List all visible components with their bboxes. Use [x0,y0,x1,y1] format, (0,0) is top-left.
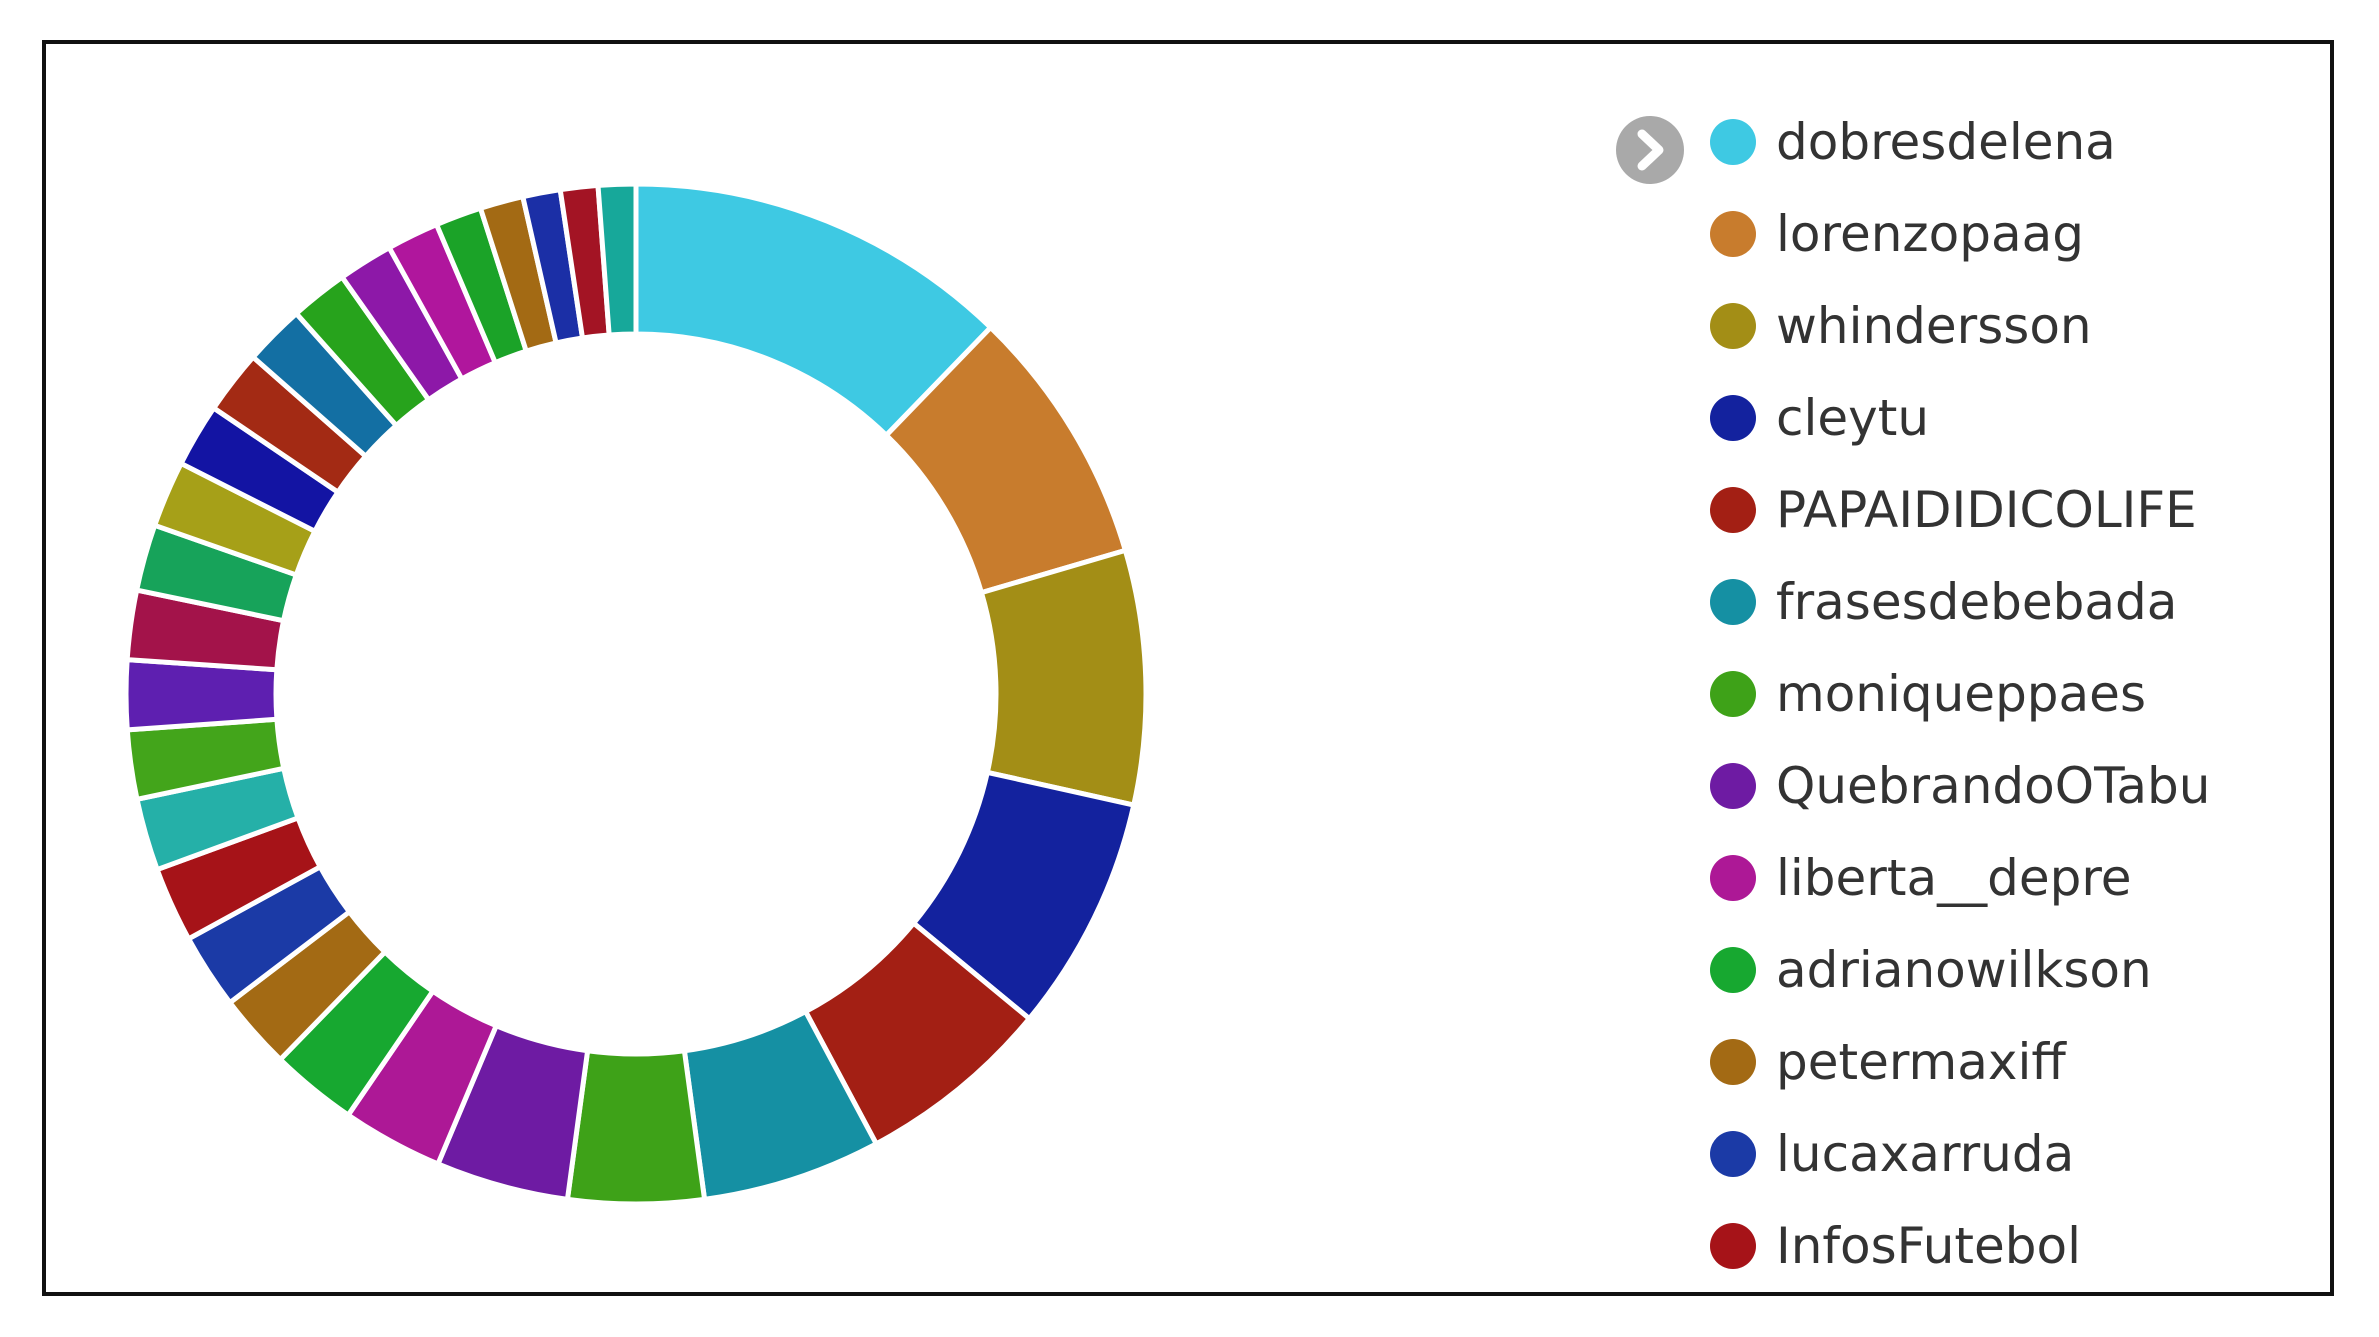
legend-swatch [1710,487,1756,533]
donut-slice-whindersson[interactable] [978,547,1149,808]
chevron-right-icon [1637,129,1664,171]
legend-label: QuebrandoOTabu [1776,757,2211,815]
legend-swatch [1710,303,1756,349]
legend-item[interactable]: lorenzopaag [1710,188,2210,280]
legend-label: moniqueppaes [1776,665,2146,723]
legend-item[interactable]: liberta__depre [1710,832,2210,924]
chart-legend: dobresdelena lorenzopaag whindersson cleytu… [1710,96,2210,1292]
legend-item[interactable]: lucaxarruda [1710,1108,2210,1200]
legend-label: PAPAIDIDICOLIFE [1776,481,2197,539]
legend-swatch [1710,671,1756,717]
legend-label: InfosFutebol [1776,1217,2081,1275]
legend-label: whindersson [1776,297,2092,355]
legend-item[interactable]: PAPAIDIDICOLIFE [1710,464,2210,556]
legend-swatch [1710,1223,1756,1269]
legend-swatch [1710,947,1756,993]
legend-label: cleytu [1776,389,1930,447]
legend-label: dobresdelena [1776,113,2116,171]
donut-slice-moniqueppaes[interactable] [564,1048,708,1207]
legend-item[interactable]: cleytu [1710,372,2210,464]
donut-slice-30[interactable] [595,181,639,338]
legend-label: lorenzopaag [1776,205,2084,263]
legend-swatch [1710,855,1756,901]
legend-scroll-button[interactable] [1616,116,1684,184]
legend-item[interactable]: adrianowilkson [1710,924,2210,1016]
legend-swatch [1710,763,1756,809]
legend-item[interactable]: dobresdelena [1710,96,2210,188]
legend-label: liberta__depre [1776,849,2132,907]
legend-swatch [1710,1039,1756,1085]
legend-label: frasesdebebada [1776,573,2178,631]
chart-frame: dobresdelena lorenzopaag whindersson cleytu… [42,40,2334,1296]
legend-label: adrianowilkson [1776,941,2152,999]
legend-swatch [1710,119,1756,165]
legend-item[interactable]: frasesdebebada [1710,556,2210,648]
legend-swatch [1710,395,1756,441]
legend-label: lucaxarruda [1776,1125,2075,1183]
legend-swatch [1710,211,1756,257]
legend-label: petermaxiff [1776,1033,2066,1091]
legend-item[interactable]: InfosFutebol [1710,1200,2210,1292]
donut-chart [123,181,1149,1207]
legend-swatch [1710,579,1756,625]
legend-swatch [1710,1131,1756,1177]
legend-item[interactable]: whindersson [1710,280,2210,372]
legend-item[interactable]: petermaxiff [1710,1016,2210,1108]
legend-item[interactable]: QuebrandoOTabu [1710,740,2210,832]
legend-item[interactable]: moniqueppaes [1710,648,2210,740]
